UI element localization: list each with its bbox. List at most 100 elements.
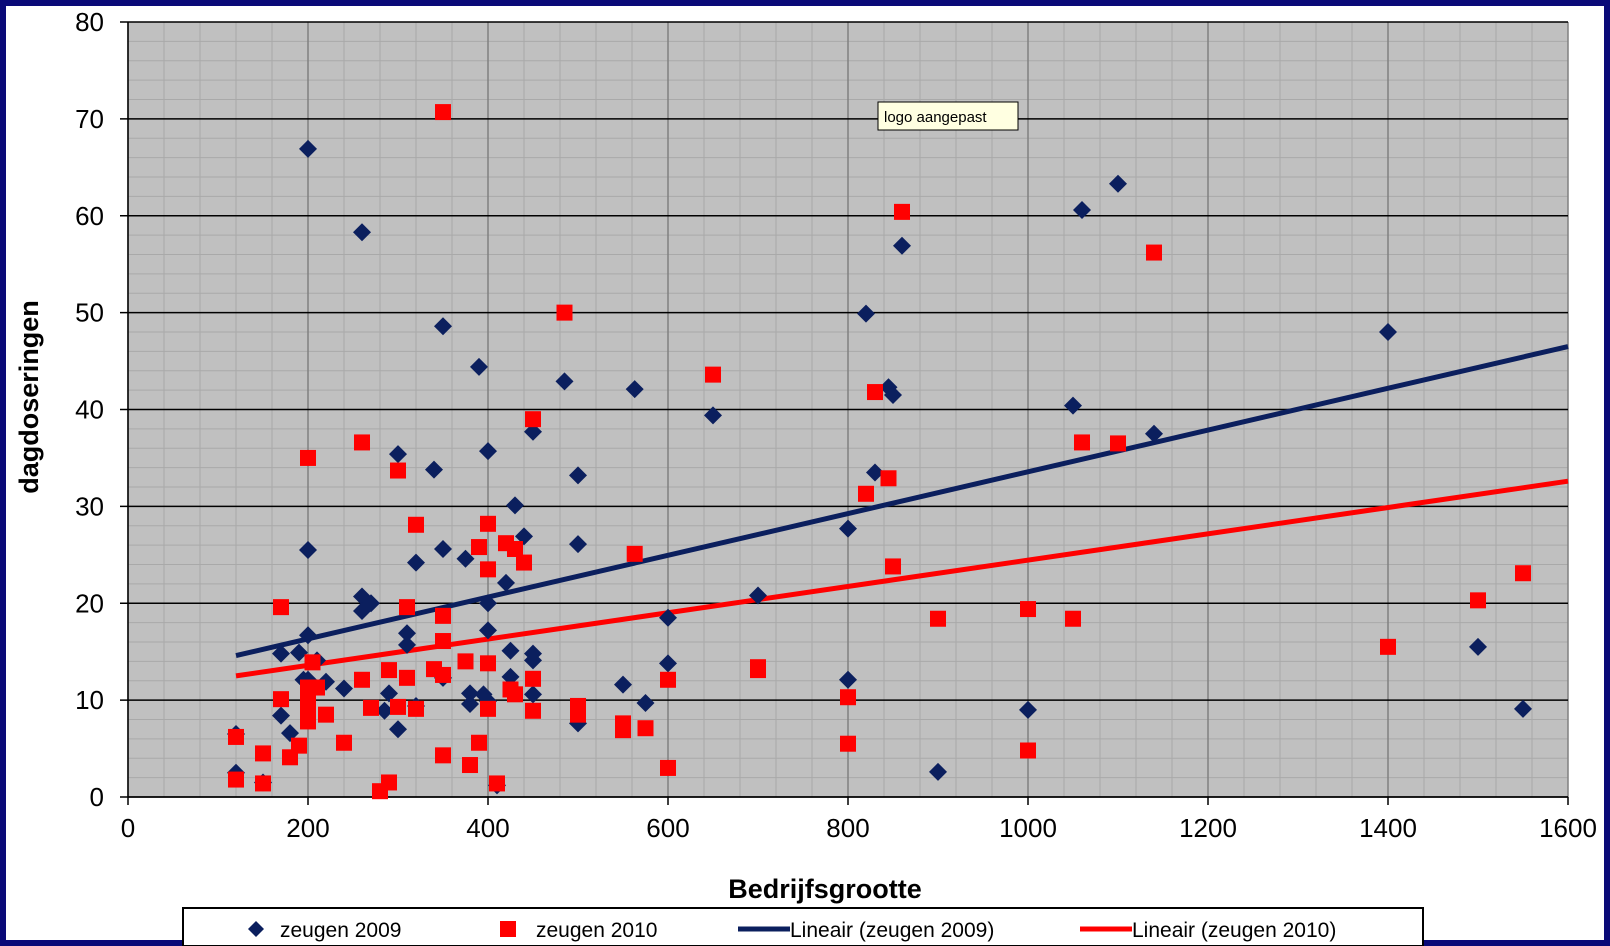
- point-zeugen-2009: [299, 626, 317, 645]
- point-zeugen-2009: [569, 535, 587, 554]
- point-zeugen-2010: [930, 610, 946, 627]
- point-zeugen-2010: [556, 304, 573, 321]
- legend-marker-zeugen-2010: [500, 921, 516, 937]
- point-zeugen-2010: [705, 366, 721, 383]
- point-zeugen-2009: [479, 442, 497, 461]
- point-zeugen-2009: [461, 684, 479, 703]
- point-zeugen-2010: [525, 670, 541, 687]
- point-zeugen-2009: [555, 372, 574, 391]
- y-tick-label: 0: [90, 782, 104, 812]
- point-zeugen-2010: [471, 539, 487, 556]
- point-zeugen-2009: [1514, 699, 1532, 718]
- point-zeugen-2009: [749, 586, 767, 605]
- point-zeugen-2010: [840, 689, 856, 706]
- x-tick-label: 1600: [1539, 813, 1597, 843]
- point-zeugen-2010: [304, 654, 321, 671]
- point-zeugen-2009: [456, 549, 475, 568]
- point-zeugen-2010: [291, 737, 307, 754]
- point-zeugen-2009: [497, 573, 515, 592]
- x-tick-label: 1200: [1179, 813, 1237, 843]
- point-zeugen-2010: [660, 759, 676, 776]
- point-zeugen-2010: [1146, 244, 1162, 261]
- point-zeugen-2010: [480, 561, 496, 578]
- point-zeugen-2009: [636, 694, 655, 713]
- legend-label-zeugen-2010: zeugen 2010: [536, 919, 657, 942]
- point-zeugen-2010: [525, 702, 541, 719]
- point-zeugen-2010: [462, 757, 478, 774]
- point-zeugen-2010: [435, 607, 451, 624]
- x-tick-label: 600: [646, 813, 689, 843]
- x-tick-label: 800: [826, 813, 869, 843]
- point-zeugen-2010: [300, 713, 316, 730]
- point-zeugen-2009: [506, 496, 524, 515]
- point-zeugen-2010: [615, 722, 631, 739]
- point-zeugen-2009: [614, 675, 632, 694]
- point-zeugen-2010: [471, 734, 487, 751]
- y-tick-label: 20: [75, 588, 104, 618]
- point-zeugen-2009: [272, 644, 290, 663]
- point-zeugen-2010: [228, 771, 244, 788]
- point-zeugen-2009: [857, 304, 875, 323]
- point-zeugen-2009: [398, 624, 416, 643]
- point-zeugen-2009: [839, 519, 857, 538]
- point-zeugen-2010: [309, 679, 325, 696]
- trend-line: Lineair (zeugen 2009): [235, 344, 1569, 658]
- point-zeugen-2009: [659, 608, 677, 627]
- point-zeugen-2010: [507, 686, 523, 703]
- point-zeugen-2010: [363, 699, 379, 716]
- legend-label-lineair-2010: Lineair (zeugen 2010): [1132, 919, 1336, 942]
- legend-label-lineair-2009: Lineair (zeugen 2009): [790, 919, 994, 942]
- x-tick-label: 200: [286, 813, 329, 843]
- point-zeugen-2009: [501, 667, 520, 686]
- annotation-callout: logo aangepast: [877, 101, 1019, 131]
- y-tick-label: 60: [75, 201, 104, 231]
- point-zeugen-2010: [626, 545, 643, 562]
- point-zeugen-2010: [435, 666, 451, 683]
- point-zeugen-2010: [570, 706, 586, 723]
- legend-label-zeugen-2009: zeugen 2009: [280, 919, 401, 942]
- point-zeugen-2009: [470, 357, 488, 376]
- point-zeugen-2010: [525, 411, 541, 428]
- point-zeugen-2010: [354, 671, 370, 688]
- point-zeugen-2010: [1380, 638, 1396, 655]
- trend-line: Lineair (zeugen 2010): [235, 478, 1569, 679]
- point-zeugen-2009: [866, 463, 884, 482]
- point-zeugen-2010: [399, 669, 415, 686]
- point-zeugen-2010: [273, 691, 289, 708]
- point-zeugen-2010: [480, 700, 496, 717]
- point-zeugen-2010: [300, 449, 316, 466]
- point-zeugen-2009: [1145, 424, 1163, 443]
- x-tick-label: 400: [466, 813, 509, 843]
- point-zeugen-2009: [625, 380, 644, 399]
- point-zeugen-2010: [390, 698, 406, 715]
- point-zeugen-2010: [894, 203, 910, 220]
- y-axis-ticks: 0 10 20 30 40 50 60 70 80: [75, 7, 128, 812]
- point-zeugen-2009: [425, 460, 443, 479]
- point-zeugen-2010: [1515, 565, 1531, 582]
- point-zeugen-2009: [362, 594, 380, 613]
- point-zeugen-2010: [457, 653, 474, 670]
- point-zeugen-2009: [479, 594, 497, 613]
- point-zeugen-2009: [501, 641, 520, 660]
- point-zeugen-2009: [375, 701, 394, 720]
- point-zeugen-2009: [434, 317, 452, 336]
- point-zeugen-2009: [479, 621, 497, 640]
- point-zeugen-2009: [524, 685, 542, 704]
- point-zeugen-2009: [524, 651, 542, 670]
- point-zeugen-2009: [1073, 200, 1091, 219]
- point-zeugen-2009: [1469, 637, 1487, 656]
- point-zeugen-2009: [272, 706, 290, 725]
- point-zeugen-2009: [299, 139, 317, 158]
- point-zeugen-2010: [399, 599, 415, 616]
- point-zeugen-2010: [480, 655, 496, 672]
- point-zeugen-2010: [637, 720, 654, 737]
- point-zeugen-2009: [704, 406, 722, 425]
- point-zeugen-2010: [880, 470, 897, 487]
- point-zeugen-2009: [398, 635, 416, 654]
- point-zeugen-2009: [389, 720, 407, 739]
- point-zeugen-2010: [885, 558, 901, 575]
- y-tick-label: 80: [75, 7, 104, 37]
- y-axis-title: dagdoseringen: [14, 300, 44, 494]
- point-zeugen-2010: [390, 462, 406, 479]
